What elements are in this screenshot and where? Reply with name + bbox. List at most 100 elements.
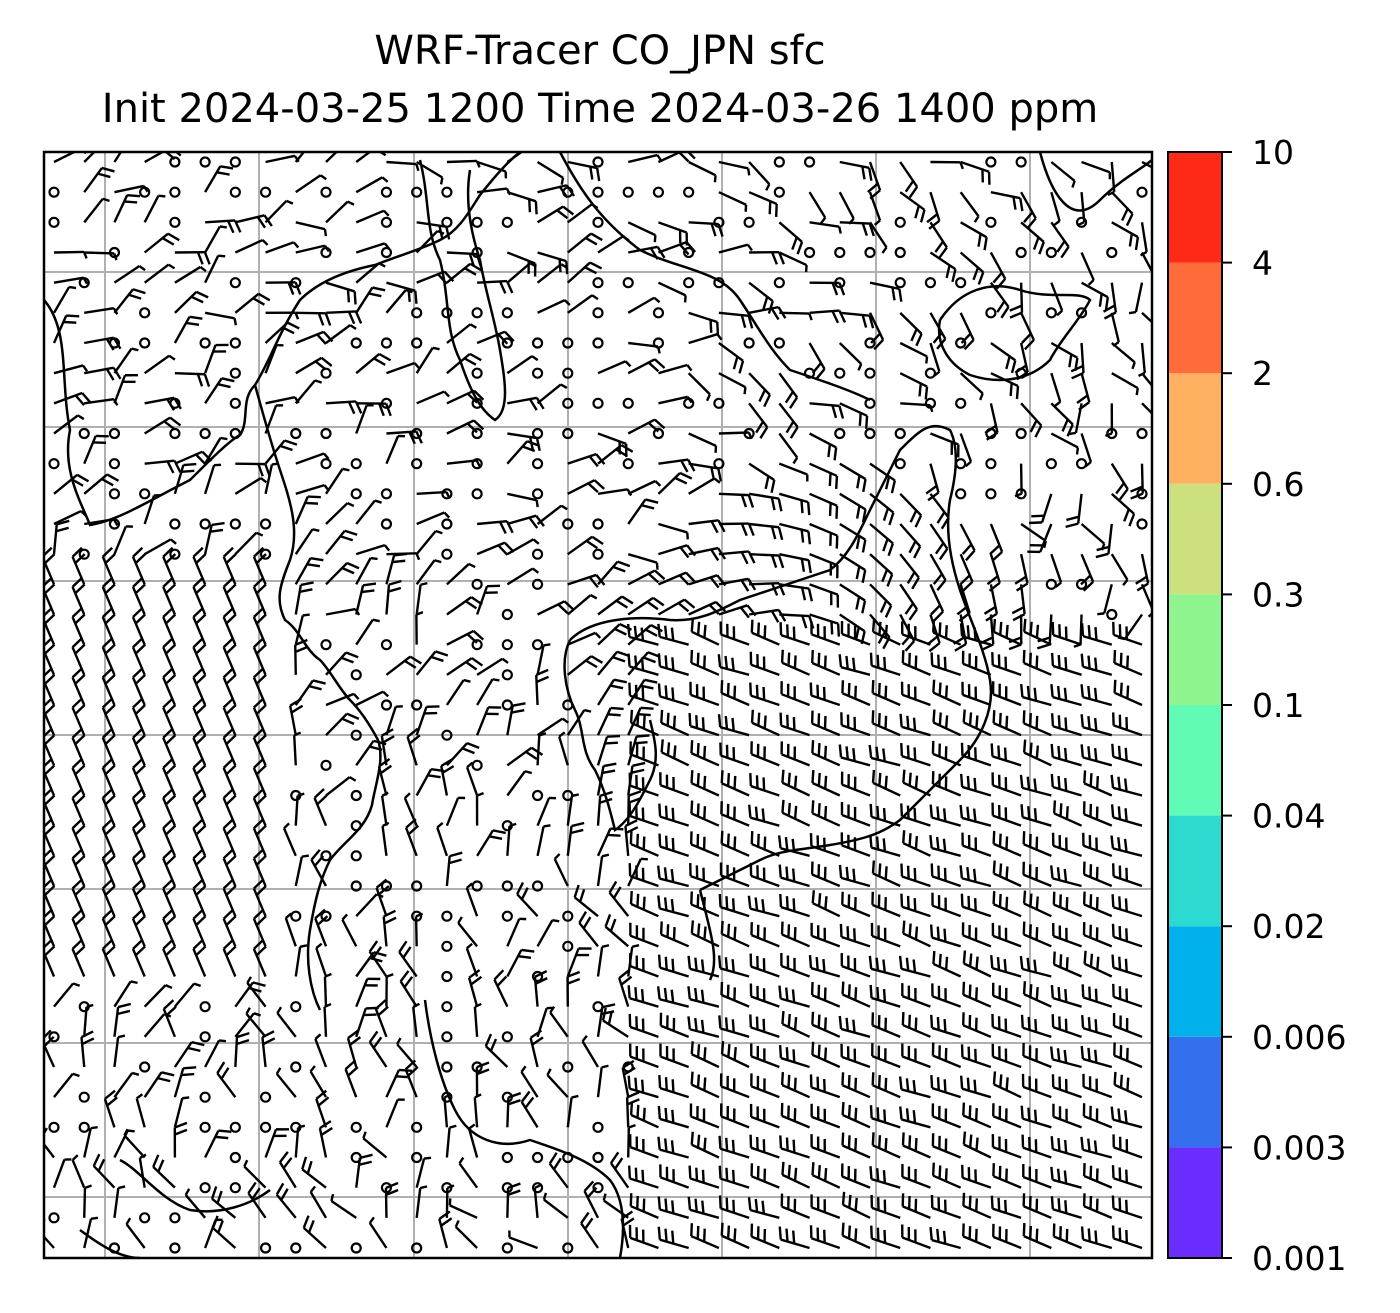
wind-barb: [748, 522, 784, 541]
wind-barb: [596, 706, 624, 736]
wind-barb: [627, 596, 665, 616]
wind-barb: [204, 165, 234, 193]
wind-barb: [264, 462, 280, 495]
calm-wind-circle: [864, 397, 876, 409]
coastline-hokkaido: [937, 285, 1092, 382]
wind-barb: [264, 439, 298, 465]
wind-barb: [567, 294, 599, 314]
wind-barb: [1008, 614, 1023, 651]
wind-barb: [929, 523, 949, 561]
wind-barb: [779, 552, 812, 574]
chart-title-line2: Init 2024-03-25 1200 Time 2024-03-26 140…: [101, 86, 1099, 132]
wind-barb: [1110, 553, 1129, 587]
wind-barb: [627, 706, 654, 736]
colorbar-segment: [1168, 1036, 1222, 1148]
wind-barb: [688, 477, 721, 495]
calm-wind-circle: [834, 277, 846, 289]
calm-wind-circle: [1106, 246, 1118, 259]
wind-barb: [869, 523, 895, 557]
calm-wind-circle: [743, 216, 755, 228]
calm-wind-circle: [320, 639, 332, 651]
wind-barb: [264, 404, 284, 434]
wind-barb: [476, 330, 515, 345]
wind-barb: [810, 621, 841, 646]
wind-barb: [71, 667, 86, 706]
calm-wind-circle: [894, 458, 906, 470]
wind-barb: [1080, 653, 1113, 676]
calm-wind-circle: [985, 458, 997, 470]
calm-wind-circle: [592, 156, 604, 168]
wind-barb: [131, 546, 146, 585]
wind-barbs: [44, 152, 1152, 1254]
wind-barb: [657, 653, 690, 676]
calm-wind-circle: [320, 458, 332, 470]
wind-barb: [991, 681, 1022, 707]
calm-wind-circle: [1045, 307, 1057, 319]
wind-barb: [627, 553, 659, 570]
wind-barb: [809, 682, 841, 707]
calm-wind-circle: [501, 608, 513, 621]
wind-barb: [779, 522, 812, 545]
calm-wind-circle: [471, 246, 483, 259]
calm-wind-circle: [683, 186, 695, 198]
wind-barb: [930, 432, 960, 458]
wind-barb: [355, 404, 374, 434]
colorbar-tick-label: 0.006: [1252, 1018, 1346, 1057]
wind-barb: [839, 311, 875, 329]
calm-wind-circle: [562, 427, 574, 440]
calm-wind-circle: [320, 427, 332, 440]
wind-barb: [960, 221, 988, 251]
wind-barb: [507, 492, 539, 508]
wind-barb: [750, 619, 780, 646]
calm-wind-circle: [1075, 578, 1088, 590]
wind-barb: [718, 311, 754, 329]
calm-wind-circle: [350, 729, 362, 741]
calm-wind-circle: [501, 639, 513, 651]
wind-barb: [810, 710, 841, 737]
wind-barb: [990, 190, 1024, 212]
calm-wind-circle: [894, 427, 906, 440]
calm-wind-circle: [259, 548, 272, 560]
wind-barb: [144, 538, 177, 556]
wind-barb: [960, 160, 991, 185]
wind-barb: [657, 281, 687, 303]
wind-barb: [234, 238, 269, 254]
calm-wind-circle: [683, 277, 695, 289]
wind-barb: [658, 522, 689, 540]
wind-barb: [415, 346, 440, 374]
wind-barb: [1110, 492, 1136, 527]
wind-barb: [475, 706, 502, 736]
wind-barb: [1019, 683, 1052, 707]
wind-barb: [749, 552, 785, 569]
calm-wind-circle: [562, 337, 574, 349]
wind-barb: [446, 562, 476, 586]
wind-barb: [992, 710, 1022, 737]
wind-barb: [53, 364, 89, 375]
wind-barb: [597, 444, 634, 465]
wind-barb: [355, 618, 380, 646]
wind-barb: [173, 315, 203, 344]
calm-wind-circle: [501, 337, 513, 349]
wind-barb: [143, 354, 176, 375]
wind-barb: [536, 263, 568, 284]
wind-barb: [809, 462, 839, 489]
wind-barb: [868, 221, 888, 254]
wind-barb: [113, 525, 133, 555]
wind-barb: [222, 697, 237, 736]
wind-barb: [295, 174, 327, 194]
colorbar-segment: [1168, 705, 1222, 816]
wind-barb: [808, 432, 838, 461]
wind-barb: [506, 440, 540, 465]
wind-barb: [900, 681, 931, 707]
wind-barb: [961, 681, 992, 707]
wind-barb: [162, 637, 177, 676]
wind-barb: [567, 655, 604, 676]
calm-wind-circle: [48, 458, 60, 470]
wind-barb: [536, 160, 565, 185]
calm-wind-circle: [531, 427, 544, 440]
wind-barb: [445, 678, 471, 706]
wind-barb: [596, 678, 628, 706]
calm-wind-circle: [955, 277, 967, 289]
wind-barb: [71, 637, 86, 676]
calm-wind-circle: [1015, 156, 1027, 168]
